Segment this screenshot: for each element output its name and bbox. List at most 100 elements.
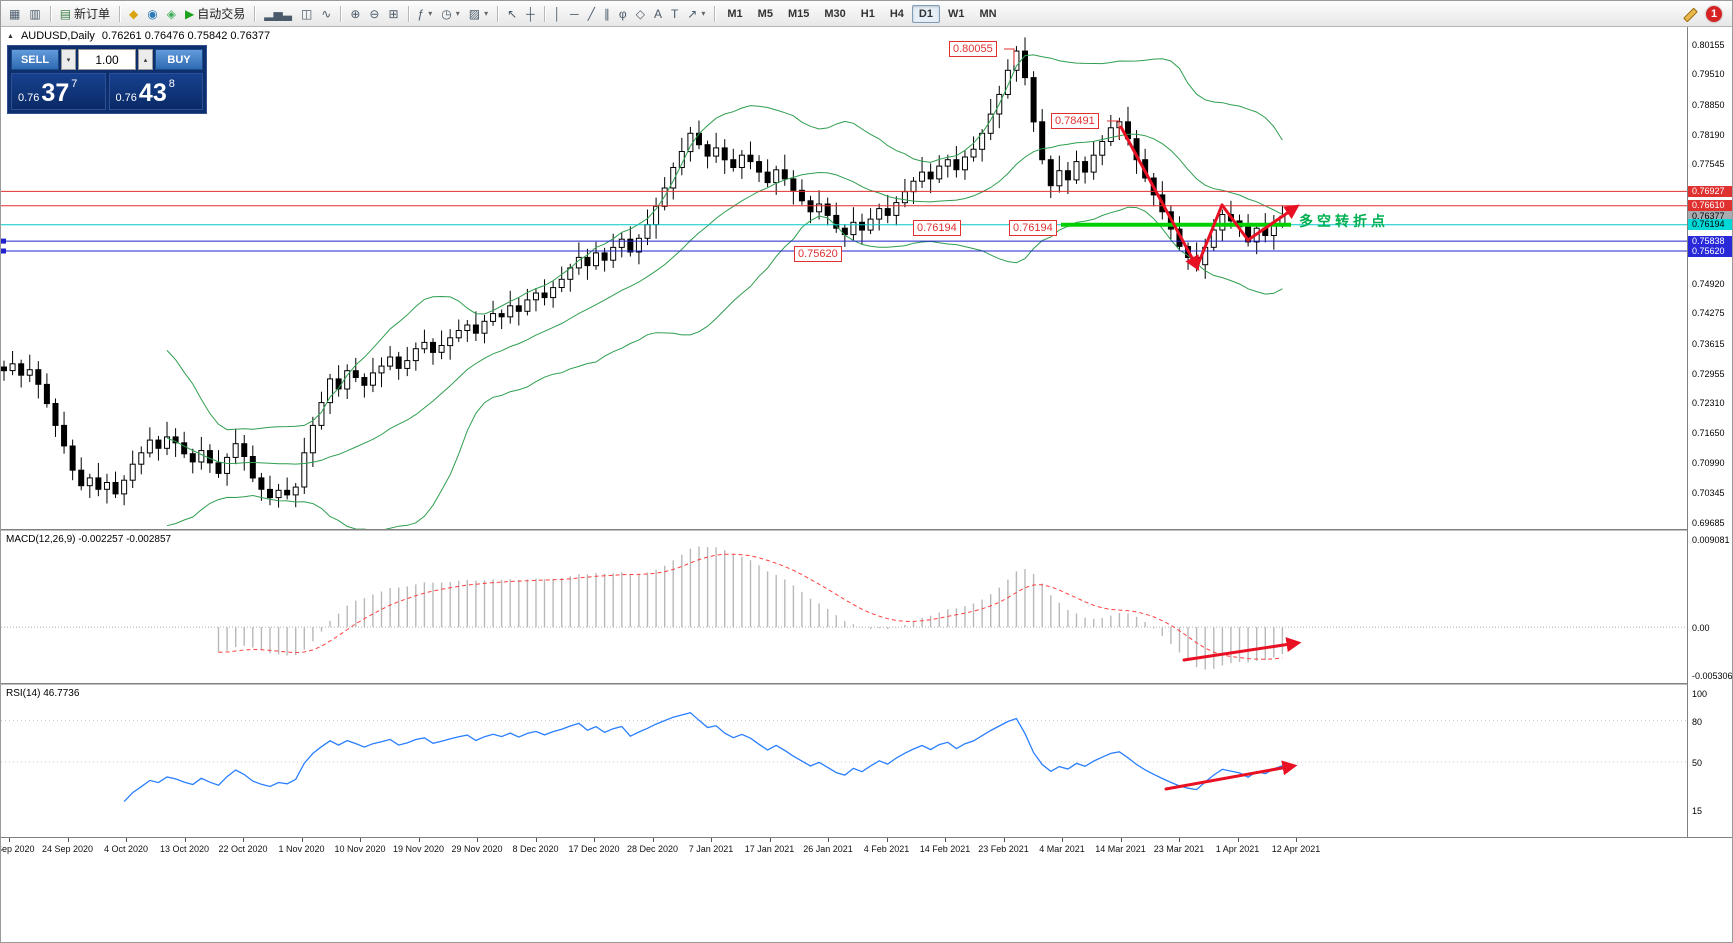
panel-separator[interactable] — [1, 529, 1732, 531]
indicators-menu-icon: ƒ — [417, 6, 425, 21]
text-tool-icon: A — [653, 6, 662, 21]
toolbar-separator — [407, 5, 409, 22]
candlestick-chart-icon: ◫ — [300, 6, 313, 21]
timeframe-m15-button[interactable]: M15 — [787, 7, 810, 20]
shapes-tool-icon: ◇ — [635, 6, 645, 21]
volume-decrease-button[interactable]: ▾ — [61, 49, 76, 70]
time-axis-tick — [945, 838, 946, 842]
new-order-button[interactable]: ▤ 新订单 — [56, 4, 114, 24]
community-icon[interactable]: ◉ — [143, 4, 161, 24]
panel-separator[interactable] — [1, 683, 1732, 685]
price-axis[interactable]: 0.80155 0.79510 0.78850 0.78190 0.77545 0.749… — [1687, 27, 1732, 837]
fibonacci-tool[interactable]: φ — [615, 4, 631, 24]
label-tool[interactable]: T — [667, 4, 682, 24]
volume-input[interactable] — [78, 49, 136, 70]
toolbar-separator — [543, 5, 545, 22]
time-axis[interactable]: 15 Sep 2020 24 Sep 2020 4 Oct 2020 13 Oct 2… — [1, 837, 1732, 861]
time-axis-tick — [301, 838, 303, 842]
time-axis-tick — [652, 838, 654, 842]
timeframe-m1-button[interactable]: M1 — [727, 7, 743, 20]
sell-button[interactable]: SELL — [11, 49, 59, 70]
profiles-icon[interactable]: ▥ — [25, 4, 44, 24]
timeframe-w1-button[interactable]: W1 — [947, 7, 965, 20]
horizontal-line-tool[interactable]: ─ — [566, 4, 583, 24]
price-chart-canvas[interactable] — [1, 27, 1687, 529]
time-axis-tick — [828, 838, 829, 842]
price-badge: 0.75838 — [1688, 236, 1732, 247]
bar-chart-icon[interactable]: ▂▅▃ — [260, 4, 296, 24]
timeframe-h4-button[interactable]: H4 — [889, 7, 904, 20]
timeframe-h1-button[interactable]: H1 — [860, 7, 875, 20]
zoom-in-icon: ⊕ — [350, 6, 361, 21]
trendline-tool-icon: ╱ — [587, 6, 595, 21]
vertical-line-tool[interactable]: │ — [550, 4, 566, 24]
timeframe-d1-button[interactable]: D1 — [911, 4, 940, 23]
chart-title: ▲ AUDUSD,Daily 0.76261 0.76476 0.75842 0… — [7, 30, 270, 42]
date-label: 29 Nov 2020 — [451, 844, 503, 854]
timeframe-m30-button[interactable]: M30 — [824, 7, 846, 20]
autotrading-button-icon: ▶ — [185, 6, 195, 21]
notification-badge[interactable]: 1 — [1706, 5, 1722, 22]
time-axis-tick — [1120, 838, 1122, 842]
sell-price-tile[interactable]: 0.76 37 7 — [11, 73, 106, 110]
price-callout[interactable]: 0.80055 — [949, 41, 997, 57]
arrows-tool[interactable]: ↗ ▾ — [683, 4, 709, 24]
price-callout[interactable]: 0.78491 — [1051, 113, 1099, 129]
time-axis-tick — [535, 838, 537, 842]
price-axis-label: 0.70345 — [1692, 488, 1725, 498]
price-axis-label: 0.77545 — [1692, 159, 1725, 169]
buy-price-tile[interactable]: 0.76 43 8 — [108, 73, 203, 110]
price-axis-label: 0.73615 — [1692, 339, 1725, 349]
charts-icon[interactable]: ▦ — [5, 4, 24, 24]
shapes-tool[interactable]: ◇ — [632, 4, 649, 24]
autotrading-button[interactable]: ▶ 自动交易 — [181, 4, 249, 24]
date-label: 4 Feb 2021 — [863, 844, 910, 854]
price-axis-label: 0.80155 — [1692, 40, 1725, 50]
timeframe-mn-button[interactable]: MN — [979, 7, 997, 20]
tile-windows-icon[interactable]: ⊞ — [384, 4, 402, 24]
profiles-icon: ▥ — [29, 6, 41, 21]
news-icon[interactable]: ◈ — [163, 4, 180, 24]
community-icon: ◉ — [147, 6, 158, 21]
mql-market-icon[interactable]: ◆ — [125, 4, 142, 24]
line-chart-icon[interactable]: ∿ — [317, 4, 335, 24]
chart-annotation-text[interactable]: 多空转折点 — [1299, 213, 1389, 229]
macd-axis-label: 0.00 — [1692, 623, 1710, 633]
tile-windows-icon: ⊞ — [388, 6, 399, 21]
trendline-tool[interactable]: ╱ — [584, 4, 599, 24]
time-axis-tick — [1237, 838, 1239, 842]
price-axis-label: 0.78190 — [1692, 130, 1725, 140]
new-order-button-label: 新订单 — [74, 7, 111, 21]
timeframe-m5-button[interactable]: M5 — [757, 7, 773, 20]
periods-menu[interactable]: ◷ ▾ — [437, 4, 464, 24]
price-callout[interactable]: 0.75620 — [794, 246, 842, 262]
price-callout[interactable]: 0.76194 — [1009, 220, 1057, 236]
price-axis-label: 0.70990 — [1692, 458, 1725, 468]
templates-menu[interactable]: ▨ ▾ — [465, 4, 492, 24]
crosshair-tool[interactable]: ┼ — [522, 4, 539, 24]
macd-canvas[interactable] — [1, 531, 1687, 683]
toolbar: ▦ ▥ ▤ 新订单 ◆ ◉ ◈ ▶ 自动交易 ▂▅▃ ◫ ∿ ⊕ ⊖ ⊞ ƒ ▾ ◷ ▾ ▨ ▾ ↖ ┼ │ ─ ╱ ∥ φ ◇ A T ↗ ▾… — [1, 1, 1732, 27]
buy-button[interactable]: BUY — [155, 49, 203, 70]
chart-symbol-icon: ▲ — [7, 32, 14, 40]
time-axis-tick — [9, 838, 10, 842]
highlighter-icon[interactable] — [1683, 7, 1697, 21]
channel-tool[interactable]: ∥ — [600, 4, 614, 24]
price-axis-label: 0.71650 — [1692, 428, 1725, 438]
date-label: 13 Oct 2020 — [159, 844, 210, 854]
volume-increase-button[interactable]: ▴ — [138, 49, 153, 70]
date-label: 8 Dec 2020 — [512, 844, 559, 854]
zoom-in-icon[interactable]: ⊕ — [346, 4, 364, 24]
time-axis-tick — [1296, 838, 1297, 842]
zoom-out-icon[interactable]: ⊖ — [365, 4, 383, 24]
text-tool[interactable]: A — [650, 4, 666, 24]
toolbar-separator — [714, 5, 716, 22]
candlestick-chart-icon[interactable]: ◫ — [297, 4, 316, 24]
date-label: 17 Dec 2020 — [568, 844, 620, 854]
price-callout[interactable]: 0.76194 — [913, 220, 961, 236]
indicators-menu[interactable]: ƒ ▾ — [414, 4, 437, 24]
cursor-tool[interactable]: ↖ — [503, 4, 521, 24]
date-label: 22 Oct 2020 — [218, 844, 268, 854]
rsi-canvas[interactable] — [1, 685, 1687, 837]
rsi-axis-label: 80 — [1692, 717, 1703, 727]
